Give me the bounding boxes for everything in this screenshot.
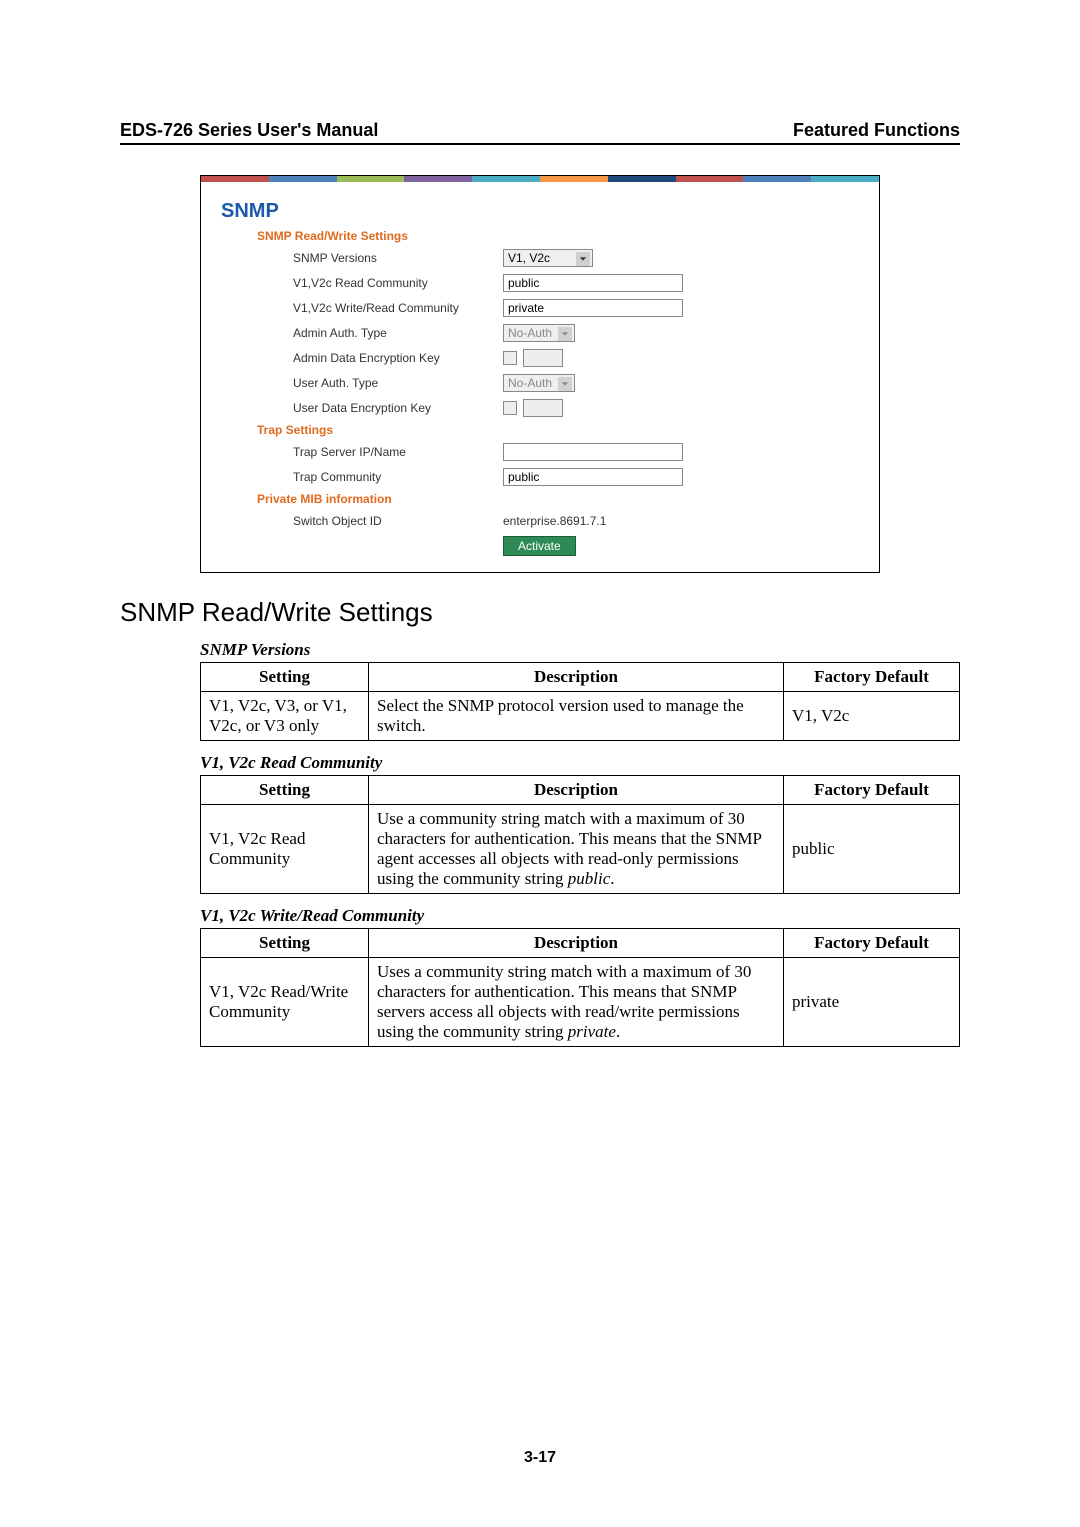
select-user-auth-value: No-Auth	[508, 376, 552, 390]
param-title-read: V1, V2c Read Community	[200, 753, 960, 773]
checkbox-user-key[interactable]	[503, 401, 517, 415]
label-trap-community: Trap Community	[293, 470, 503, 484]
th-default: Factory Default	[784, 776, 960, 805]
panel-title: SNMP	[221, 200, 859, 223]
desc-text: Uses a community string match with a max…	[377, 962, 751, 1041]
select-admin-auth[interactable]: No-Auth	[503, 324, 575, 342]
td-default: private	[784, 958, 960, 1047]
checkbox-admin-key[interactable]	[503, 351, 517, 365]
select-admin-auth-value: No-Auth	[508, 326, 552, 340]
td-description: Use a community string match with a maxi…	[369, 805, 784, 894]
page-number: 3-17	[0, 1449, 1080, 1467]
label-admin-auth: Admin Auth. Type	[293, 326, 503, 340]
section-trap: Trap Settings	[257, 423, 859, 437]
select-user-auth[interactable]: No-Auth	[503, 374, 575, 392]
label-read-community: V1,V2c Read Community	[293, 276, 503, 290]
input-write-community[interactable]	[503, 299, 683, 317]
desc-tail: .	[616, 1022, 620, 1041]
param-title-write: V1, V2c Write/Read Community	[200, 906, 960, 926]
desc-italic: public	[568, 869, 611, 888]
section-heading: SNMP Read/Write Settings	[120, 597, 960, 628]
section-rw: SNMP Read/Write Settings	[257, 229, 859, 243]
table-snmp-versions: Setting Description Factory Default V1, …	[200, 662, 960, 741]
th-default: Factory Default	[784, 663, 960, 692]
desc-italic: private	[568, 1022, 616, 1041]
td-setting: V1, V2c Read Community	[201, 805, 369, 894]
label-user-key: User Data Encryption Key	[293, 401, 503, 415]
label-write-community: V1,V2c Write/Read Community	[293, 301, 503, 315]
select-versions[interactable]: V1, V2c	[503, 249, 593, 267]
select-versions-value: V1, V2c	[508, 251, 550, 265]
label-oid: Switch Object ID	[293, 514, 503, 528]
desc-tail: .	[610, 869, 614, 888]
label-trap-ip: Trap Server IP/Name	[293, 445, 503, 459]
table-read-community: Setting Description Factory Default V1, …	[200, 775, 960, 894]
rainbow-bar	[201, 176, 879, 182]
input-trap-community[interactable]	[503, 468, 683, 486]
input-read-community[interactable]	[503, 274, 683, 292]
th-description: Description	[369, 929, 784, 958]
th-setting: Setting	[201, 929, 369, 958]
label-versions: SNMP Versions	[293, 251, 503, 265]
chevron-down-icon	[558, 377, 572, 391]
td-default: V1, V2c	[784, 692, 960, 741]
td-default: public	[784, 805, 960, 894]
label-admin-key: Admin Data Encryption Key	[293, 351, 503, 365]
th-description: Description	[369, 776, 784, 805]
th-setting: Setting	[201, 663, 369, 692]
param-title-versions: SNMP Versions	[200, 640, 960, 660]
header-left: EDS-726 Series User's Manual	[120, 120, 378, 141]
section-mib: Private MIB information	[257, 492, 859, 506]
label-user-auth: User Auth. Type	[293, 376, 503, 390]
input-trap-ip[interactable]	[503, 443, 683, 461]
td-description: Select the SNMP protocol version used to…	[369, 692, 784, 741]
table-write-community: Setting Description Factory Default V1, …	[200, 928, 960, 1047]
activate-button[interactable]: Activate	[503, 536, 576, 556]
chevron-down-icon	[558, 327, 572, 341]
input-user-key[interactable]	[523, 399, 563, 417]
page-header: EDS-726 Series User's Manual Featured Fu…	[120, 120, 960, 145]
th-default: Factory Default	[784, 929, 960, 958]
input-admin-key[interactable]	[523, 349, 563, 367]
th-description: Description	[369, 663, 784, 692]
td-setting: V1, V2c Read/Write Community	[201, 958, 369, 1047]
th-setting: Setting	[201, 776, 369, 805]
header-right: Featured Functions	[793, 120, 960, 141]
chevron-down-icon	[576, 252, 590, 266]
value-oid: enterprise.8691.7.1	[503, 514, 606, 528]
td-setting: V1, V2c, V3, or V1, V2c, or V3 only	[201, 692, 369, 741]
snmp-config-panel: SNMP SNMP Read/Write Settings SNMP Versi…	[200, 175, 880, 573]
td-description: Uses a community string match with a max…	[369, 958, 784, 1047]
